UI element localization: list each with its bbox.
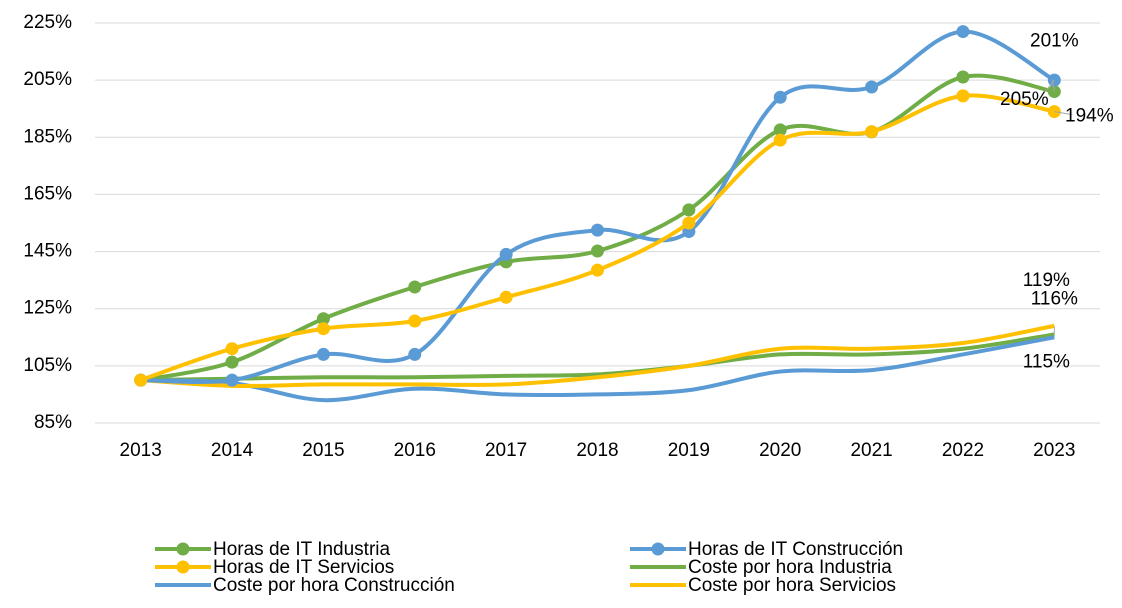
point <box>408 347 422 361</box>
x-tick-label: 2014 <box>211 440 254 461</box>
point <box>225 355 239 369</box>
x-tick-label: 2022 <box>942 440 984 461</box>
point <box>773 90 787 104</box>
point <box>682 216 696 230</box>
x-tick-label: 2018 <box>576 440 618 461</box>
y-tick-label: 185% <box>23 126 72 147</box>
series-line <box>140 332 1055 383</box>
point <box>316 312 330 326</box>
data-label: 115% <box>1023 351 1070 372</box>
legend-label: Horas de IT Servicios <box>213 557 394 578</box>
y-tick-label: 105% <box>23 355 72 376</box>
y-tick-label: 205% <box>23 69 72 90</box>
legend-marker <box>176 560 190 574</box>
point <box>591 263 604 277</box>
x-tick-label: 2021 <box>850 440 892 461</box>
data-label: 194% <box>1065 106 1114 127</box>
y-tick-label: 225% <box>23 12 72 33</box>
series-line <box>140 73 1055 383</box>
point <box>134 373 148 387</box>
point <box>316 347 330 361</box>
legend-marker <box>651 542 665 556</box>
y-tick-label: 125% <box>23 298 72 319</box>
legend-marker <box>176 542 190 556</box>
x-tick-label: 2023 <box>1033 440 1075 461</box>
series-line <box>140 323 1055 389</box>
legend-label: Coste por hora Industria <box>688 557 892 578</box>
legend-label: Horas de IT Industria <box>213 539 391 560</box>
point <box>591 223 604 237</box>
point <box>773 123 787 137</box>
point <box>865 125 879 139</box>
point <box>956 25 970 39</box>
y-tick-label: 85% <box>34 412 72 433</box>
legend-label: Horas de IT Construcción <box>688 539 903 560</box>
y-tick-label: 165% <box>23 183 72 204</box>
point <box>316 322 330 336</box>
leader-line <box>1045 79 1055 91</box>
series-line <box>140 29 1056 385</box>
point <box>956 89 970 103</box>
x-tick-label: 2019 <box>668 440 710 461</box>
x-tick-label: 2015 <box>302 440 344 461</box>
data-label: 201% <box>1030 31 1079 52</box>
point <box>591 244 604 258</box>
series-line <box>140 93 1055 383</box>
point <box>682 203 696 217</box>
point <box>225 373 239 387</box>
legend-label: Coste por hora Servicios <box>688 575 896 596</box>
leader-line <box>1054 111 1073 116</box>
x-tick-label: 2013 <box>120 440 162 461</box>
point <box>956 70 970 84</box>
y-tick-label: 145% <box>23 241 72 262</box>
point <box>499 290 513 304</box>
point <box>408 314 422 328</box>
x-tick-label: 2020 <box>759 440 801 461</box>
x-tick-label: 2017 <box>485 440 527 461</box>
point <box>773 133 787 147</box>
data-label: 116% <box>1031 288 1078 309</box>
data-label: 205% <box>1000 89 1049 110</box>
legend-label: Coste por hora Construcción <box>213 575 455 596</box>
series-line <box>140 335 1055 403</box>
x-tick-label: 2016 <box>394 440 436 461</box>
data-label: 119% <box>1023 270 1070 291</box>
point <box>225 342 239 356</box>
point <box>408 280 422 294</box>
point <box>865 80 879 94</box>
point <box>499 247 513 261</box>
